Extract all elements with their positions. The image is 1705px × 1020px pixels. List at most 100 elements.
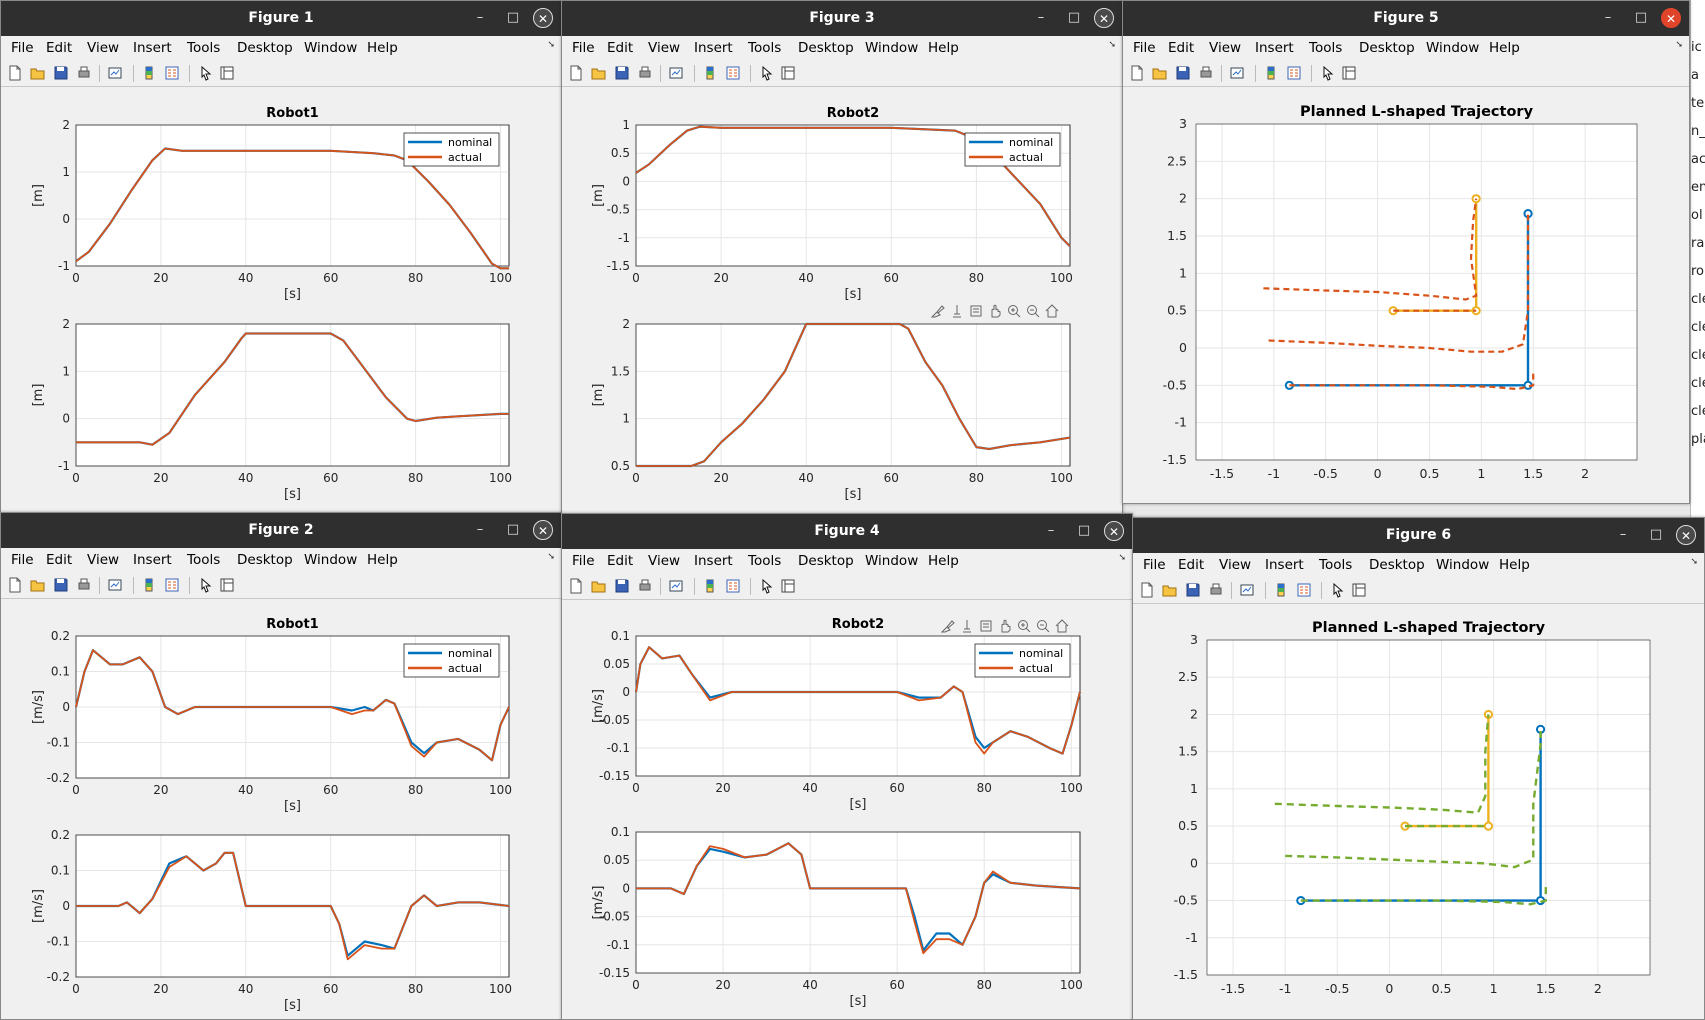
maximize-button[interactable]: □: [506, 522, 520, 537]
home-icon[interactable]: [1044, 303, 1060, 323]
brush-icon[interactable]: [930, 303, 946, 323]
save-icon[interactable]: [53, 577, 69, 593]
title-bar[interactable]: Figure 5 – □ ✕: [1123, 1, 1689, 36]
print-icon[interactable]: [1198, 65, 1214, 81]
menu-window[interactable]: Window: [1426, 40, 1480, 56]
menu-insert[interactable]: Insert: [133, 552, 172, 568]
edit-icon[interactable]: [978, 618, 994, 638]
new-figure-icon[interactable]: [7, 65, 23, 81]
colorbar-icon[interactable]: [702, 65, 718, 81]
menu-desktop[interactable]: Desktop: [1369, 557, 1425, 573]
colorbar-icon[interactable]: [141, 577, 157, 593]
save-icon[interactable]: [614, 65, 630, 81]
menu-view[interactable]: View: [1219, 557, 1252, 573]
legend-icon[interactable]: [1296, 582, 1312, 598]
menu-insert[interactable]: Insert: [1265, 557, 1304, 573]
zoom-out-icon[interactable]: [1025, 303, 1041, 323]
close-button[interactable]: ✕: [533, 8, 553, 28]
menu-file[interactable]: File: [1133, 40, 1156, 56]
menu-overflow-icon[interactable]: ➘: [1675, 40, 1683, 50]
legend-icon[interactable]: [725, 578, 741, 594]
menu-view[interactable]: View: [87, 552, 120, 568]
pointer-icon[interactable]: [759, 578, 775, 594]
menu-insert[interactable]: Insert: [694, 553, 733, 569]
open-file-icon[interactable]: [1152, 65, 1168, 81]
pan-icon[interactable]: [987, 303, 1003, 323]
link-plot-icon[interactable]: [1239, 582, 1255, 598]
legend[interactable]: nominal actual: [964, 132, 1061, 167]
new-figure-icon[interactable]: [7, 577, 23, 593]
menu-tools[interactable]: Tools: [187, 552, 221, 568]
menu-help[interactable]: Help: [367, 552, 398, 568]
menu-desktop[interactable]: Desktop: [1359, 40, 1415, 56]
title-bar[interactable]: Figure 1 – □ ✕: [1, 1, 561, 36]
menu-view[interactable]: View: [648, 553, 681, 569]
print-icon[interactable]: [76, 65, 92, 81]
menu-file[interactable]: File: [572, 553, 595, 569]
colorbar-icon[interactable]: [141, 65, 157, 81]
menu-window[interactable]: Window: [865, 40, 919, 56]
new-figure-icon[interactable]: [568, 578, 584, 594]
menu-insert[interactable]: Insert: [133, 40, 172, 56]
legend-icon[interactable]: [1286, 65, 1302, 81]
menu-view[interactable]: View: [1209, 40, 1242, 56]
legend-icon[interactable]: [164, 65, 180, 81]
close-button[interactable]: ✕: [1661, 8, 1681, 28]
menu-overflow-icon[interactable]: ➘: [1108, 40, 1116, 50]
data-tips-icon[interactable]: [949, 303, 965, 323]
menu-overflow-icon[interactable]: ➘: [1690, 557, 1698, 567]
menu-help[interactable]: Help: [367, 40, 398, 56]
new-figure-icon[interactable]: [1129, 65, 1145, 81]
menu-tools[interactable]: Tools: [1319, 557, 1353, 573]
menu-help[interactable]: Help: [928, 40, 959, 56]
maximize-button[interactable]: □: [1649, 527, 1663, 542]
menu-window[interactable]: Window: [1436, 557, 1490, 573]
maximize-button[interactable]: □: [1067, 10, 1081, 25]
menu-overflow-icon[interactable]: ➘: [1118, 553, 1126, 563]
menu-tools[interactable]: Tools: [1309, 40, 1343, 56]
close-button[interactable]: ✕: [1104, 521, 1124, 541]
brush-icon[interactable]: [940, 618, 956, 638]
maximize-button[interactable]: □: [506, 10, 520, 25]
dock-icon[interactable]: [1351, 582, 1367, 598]
menu-desktop[interactable]: Desktop: [237, 552, 293, 568]
minimize-button[interactable]: –: [1047, 523, 1055, 538]
open-file-icon[interactable]: [1162, 582, 1178, 598]
zoom-in-icon[interactable]: [1006, 303, 1022, 323]
title-bar[interactable]: Figure 3 – □ ✕: [562, 1, 1122, 36]
print-icon[interactable]: [637, 65, 653, 81]
link-plot-icon[interactable]: [107, 65, 123, 81]
menu-view[interactable]: View: [87, 40, 120, 56]
legend[interactable]: nominal actual: [974, 643, 1071, 678]
open-file-icon[interactable]: [30, 65, 46, 81]
edit-icon[interactable]: [968, 303, 984, 323]
legend-icon[interactable]: [164, 577, 180, 593]
menu-file[interactable]: File: [11, 40, 34, 56]
minimize-button[interactable]: –: [476, 522, 484, 537]
colorbar-icon[interactable]: [1273, 582, 1289, 598]
legend-icon[interactable]: [725, 65, 741, 81]
menu-insert[interactable]: Insert: [694, 40, 733, 56]
menu-desktop[interactable]: Desktop: [237, 40, 293, 56]
save-icon[interactable]: [614, 578, 630, 594]
save-icon[interactable]: [1185, 582, 1201, 598]
title-bar[interactable]: Figure 2 – □ ✕: [1, 513, 561, 548]
open-file-icon[interactable]: [591, 65, 607, 81]
colorbar-icon[interactable]: [702, 578, 718, 594]
print-icon[interactable]: [637, 578, 653, 594]
close-button[interactable]: ✕: [1094, 8, 1114, 28]
dock-icon[interactable]: [780, 578, 796, 594]
menu-window[interactable]: Window: [304, 552, 358, 568]
maximize-button[interactable]: □: [1077, 523, 1091, 538]
zoom-in-icon[interactable]: [1016, 618, 1032, 638]
menu-tools[interactable]: Tools: [187, 40, 221, 56]
menu-desktop[interactable]: Desktop: [798, 40, 854, 56]
pointer-icon[interactable]: [1320, 65, 1336, 81]
menu-insert[interactable]: Insert: [1255, 40, 1294, 56]
close-button[interactable]: ✕: [533, 520, 553, 540]
open-file-icon[interactable]: [30, 577, 46, 593]
pointer-icon[interactable]: [1330, 582, 1346, 598]
home-icon[interactable]: [1054, 618, 1070, 638]
minimize-button[interactable]: –: [1619, 527, 1627, 542]
menu-window[interactable]: Window: [865, 553, 919, 569]
